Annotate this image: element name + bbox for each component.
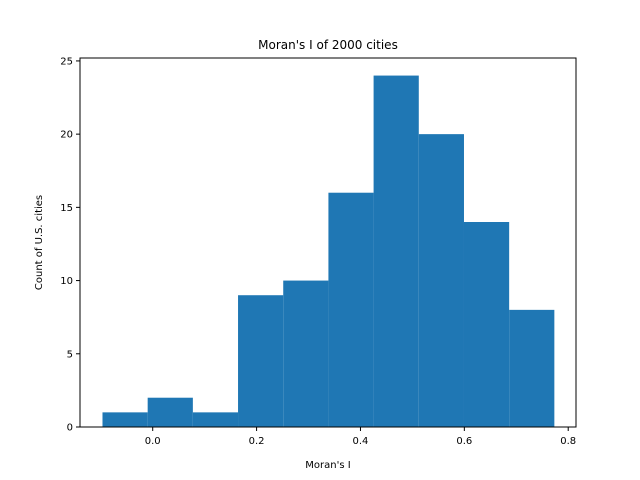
y-axis-title: Count of U.S. cities [34, 195, 45, 290]
x-tick-label: 0.8 [560, 436, 576, 447]
x-axis-ticks: 0.0 0.2 0.4 0.6 0.8 [145, 427, 576, 447]
x-tick-label: 0.2 [249, 436, 265, 447]
histogram-bar [283, 280, 329, 427]
histogram-bar [328, 192, 374, 427]
histogram-bar [102, 412, 148, 427]
y-tick-label: 10 [60, 276, 73, 287]
chart-title: Moran's I of 2000 cities [258, 38, 398, 52]
histogram-bar [192, 412, 239, 427]
histogram-bar [418, 134, 464, 427]
plot-frame [79, 57, 577, 428]
histogram-bar [509, 309, 555, 427]
x-tick-label: 0.6 [456, 436, 472, 447]
x-tick-label: 0.4 [353, 436, 369, 447]
histogram-bar [373, 75, 419, 427]
x-tick-label: 0.0 [145, 436, 161, 447]
y-tick-label: 20 [60, 130, 73, 141]
y-tick-label: 0 [67, 423, 73, 434]
x-axis-title: Moran's I [305, 460, 350, 471]
histogram-bar [238, 295, 284, 427]
y-tick-label: 5 [67, 349, 73, 360]
y-tick-label: 15 [60, 203, 73, 214]
y-axis-ticks: 0 5 10 15 20 25 [60, 56, 80, 434]
y-tick-label: 25 [60, 56, 73, 67]
bars-group [102, 75, 555, 427]
histogram-bar [147, 397, 193, 427]
histogram-bar [463, 222, 510, 427]
